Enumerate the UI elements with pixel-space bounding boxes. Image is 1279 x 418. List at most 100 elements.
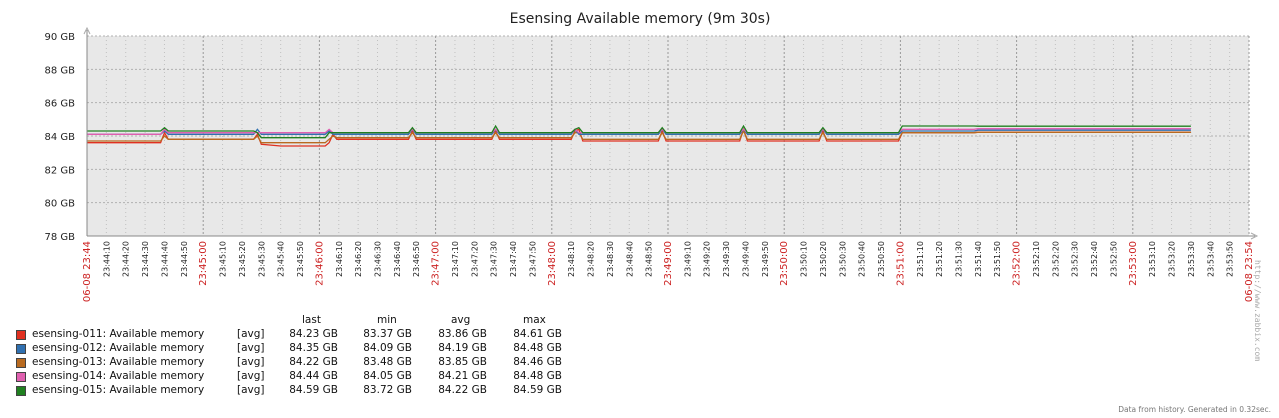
x-tick-label: 23:53:20 bbox=[1168, 241, 1177, 277]
legend-series-name: esensing-012: Available memory bbox=[32, 342, 205, 354]
x-tick-label: 23:51:10 bbox=[916, 241, 925, 277]
legend-max: 84.61 GB bbox=[513, 328, 562, 340]
y-tick-label: 78 GB bbox=[44, 232, 75, 243]
legend-swatch bbox=[16, 330, 26, 340]
legend-max: 84.46 GB bbox=[513, 356, 562, 368]
legend-header-min: min bbox=[377, 314, 397, 326]
x-tick-label: 23:51:30 bbox=[955, 241, 964, 277]
x-tick-label: 23:44:50 bbox=[180, 241, 189, 277]
x-tick-label: 23:50:00 bbox=[779, 241, 790, 286]
x-tick-label: 23:46:50 bbox=[412, 241, 421, 277]
y-tick-label: 88 GB bbox=[44, 65, 75, 76]
footer-note: Data from history. Generated in 0.32sec. bbox=[1118, 405, 1271, 414]
x-tick-label: 23:53:40 bbox=[1206, 241, 1215, 277]
legend-avg: 84.22 GB bbox=[438, 384, 487, 396]
legend-avg: 84.21 GB bbox=[438, 370, 487, 382]
legend-swatch bbox=[16, 386, 26, 396]
x-tick-label: 23:51:20 bbox=[935, 241, 944, 277]
legend-last: 84.35 GB bbox=[289, 342, 338, 354]
x-tick-label: 23:53:00 bbox=[1128, 241, 1139, 286]
y-axis-arrow bbox=[83, 26, 91, 35]
legend-max: 84.48 GB bbox=[513, 370, 562, 382]
legend-avg: 83.85 GB bbox=[438, 356, 487, 368]
x-tick-label: 23:45:20 bbox=[238, 241, 247, 277]
x-tick-label: 23:44:30 bbox=[141, 241, 150, 277]
series-line bbox=[87, 127, 1191, 147]
legend-series-name: esensing-015: Available memory bbox=[32, 384, 205, 396]
legend-series-func: [avg] bbox=[237, 328, 265, 340]
x-tick-label: 23:52:30 bbox=[1071, 241, 1080, 277]
legend-header-last: last bbox=[302, 314, 321, 326]
x-tick-label: 23:46:30 bbox=[374, 241, 383, 277]
legend-last: 84.44 GB bbox=[289, 370, 338, 382]
legend-min: 83.37 GB bbox=[363, 328, 412, 340]
legend-last: 84.59 GB bbox=[289, 384, 338, 396]
x-tick-label: 23:48:30 bbox=[606, 241, 615, 277]
legend-series-name: esensing-013: Available memory bbox=[32, 356, 205, 368]
x-tick-label: 23:47:40 bbox=[509, 241, 518, 277]
legend-min: 84.05 GB bbox=[363, 370, 412, 382]
x-tick-label: 23:48:40 bbox=[625, 241, 634, 277]
watermark: http://www.zabbix.com bbox=[1253, 260, 1262, 362]
legend-max: 84.59 GB bbox=[513, 384, 562, 396]
legend-min: 83.48 GB bbox=[363, 356, 412, 368]
legend-avg: 84.19 GB bbox=[438, 342, 487, 354]
legend-max: 84.48 GB bbox=[513, 342, 562, 354]
y-tick-label: 86 GB bbox=[44, 99, 75, 110]
legend-header-avg: avg bbox=[451, 314, 471, 326]
legend-series-func: [avg] bbox=[237, 384, 265, 396]
x-tick-label: 23:49:40 bbox=[742, 241, 751, 277]
x-tick-label: 23:48:20 bbox=[587, 241, 596, 277]
x-axis-arrow bbox=[1250, 232, 1259, 240]
x-tick-label: 23:47:10 bbox=[451, 241, 460, 277]
x-tick-label: 23:53:10 bbox=[1148, 241, 1157, 277]
x-tick-label: 23:52:40 bbox=[1090, 241, 1099, 277]
legend-swatch bbox=[16, 344, 26, 354]
x-tick-label: 23:52:10 bbox=[1032, 241, 1041, 277]
legend-series-func: [avg] bbox=[237, 356, 265, 368]
legend-avg: 83.86 GB bbox=[438, 328, 487, 340]
x-tick-label: 23:49:20 bbox=[703, 241, 712, 277]
legend-series-func: [avg] bbox=[237, 342, 265, 354]
x-tick-label: 23:53:30 bbox=[1187, 241, 1196, 277]
x-tick-label: 23:46:00 bbox=[314, 241, 325, 286]
x-tick-label: 23:47:30 bbox=[490, 241, 499, 277]
x-tick-label: 23:45:30 bbox=[257, 241, 266, 277]
x-tick-label: 06-08 23:44 bbox=[82, 241, 93, 302]
x-tick-label: 23:51:50 bbox=[993, 241, 1002, 277]
x-tick-label: 23:50:30 bbox=[838, 241, 847, 277]
series-line bbox=[87, 129, 1191, 144]
legend-series-name: esensing-011: Available memory bbox=[32, 328, 205, 340]
x-tick-label: 23:48:10 bbox=[567, 241, 576, 277]
x-tick-label: 23:48:50 bbox=[645, 241, 654, 277]
x-tick-label: 23:50:20 bbox=[819, 241, 828, 277]
legend-header-max: max bbox=[523, 314, 546, 326]
x-tick-label: 23:49:00 bbox=[663, 241, 674, 286]
x-tick-label: 23:46:10 bbox=[335, 241, 344, 277]
x-tick-label: 23:50:50 bbox=[877, 241, 886, 277]
x-tick-label: 23:46:20 bbox=[354, 241, 363, 277]
y-tick-label: 90 GB bbox=[44, 32, 75, 43]
x-tick-label: 23:45:50 bbox=[296, 241, 305, 277]
legend-swatch bbox=[16, 372, 26, 382]
x-tick-label: 06-08 23:54 bbox=[1244, 241, 1255, 302]
x-tick-label: 23:52:20 bbox=[1051, 241, 1060, 277]
x-tick-label: 23:45:00 bbox=[198, 241, 209, 286]
x-tick-label: 23:49:30 bbox=[722, 241, 731, 277]
legend-min: 84.09 GB bbox=[363, 342, 412, 354]
series-line bbox=[87, 128, 1191, 135]
x-tick-label: 23:48:00 bbox=[547, 241, 558, 286]
legend-last: 84.23 GB bbox=[289, 328, 338, 340]
x-tick-label: 23:51:00 bbox=[895, 241, 906, 286]
legend-min: 83.72 GB bbox=[363, 384, 412, 396]
x-tick-label: 23:50:40 bbox=[858, 241, 867, 277]
x-tick-label: 23:44:10 bbox=[102, 241, 111, 277]
x-tick-label: 23:51:40 bbox=[974, 241, 983, 277]
x-tick-label: 23:46:40 bbox=[393, 241, 402, 277]
x-tick-label: 23:47:20 bbox=[470, 241, 479, 277]
legend-series-func: [avg] bbox=[237, 370, 265, 382]
x-tick-label: 23:44:40 bbox=[161, 241, 170, 277]
x-tick-label: 23:45:40 bbox=[277, 241, 286, 277]
chart-title: Esensing Available memory (9m 30s) bbox=[510, 11, 771, 27]
